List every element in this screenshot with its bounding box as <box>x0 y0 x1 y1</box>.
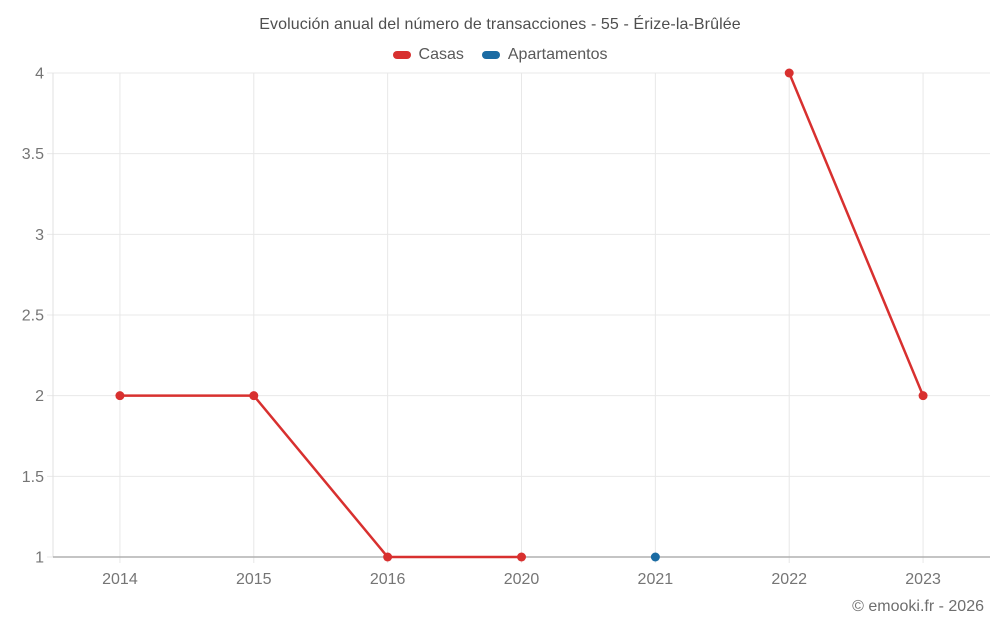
svg-text:2021: 2021 <box>638 571 674 588</box>
legend: Casas Apartamentos <box>0 46 1000 64</box>
legend-item-apartamentos[interactable]: Apartamentos <box>481 46 608 64</box>
svg-text:2.5: 2.5 <box>22 308 44 325</box>
svg-text:1: 1 <box>35 550 44 567</box>
svg-text:3: 3 <box>35 227 44 244</box>
legend-swatch-casas-icon <box>392 51 411 59</box>
svg-text:3.5: 3.5 <box>22 146 44 163</box>
svg-text:2015: 2015 <box>236 571 272 588</box>
svg-text:2: 2 <box>35 388 44 405</box>
svg-text:4: 4 <box>35 66 44 83</box>
legend-swatch-apartamentos-icon <box>481 51 500 59</box>
legend-item-casas[interactable]: Casas <box>392 46 464 64</box>
svg-text:2022: 2022 <box>771 571 807 588</box>
copyright-credit: © emooki.fr - 2026 <box>852 598 984 615</box>
svg-text:2023: 2023 <box>905 571 941 588</box>
svg-text:2014: 2014 <box>102 571 138 588</box>
legend-label-apartamentos: Apartamentos <box>507 46 608 63</box>
chart-title: Evolución anual del número de transaccio… <box>259 16 741 33</box>
svg-text:1.5: 1.5 <box>22 469 44 486</box>
svg-text:2016: 2016 <box>370 571 406 588</box>
svg-text:2020: 2020 <box>504 571 540 588</box>
legend-label-casas: Casas <box>418 46 464 63</box>
